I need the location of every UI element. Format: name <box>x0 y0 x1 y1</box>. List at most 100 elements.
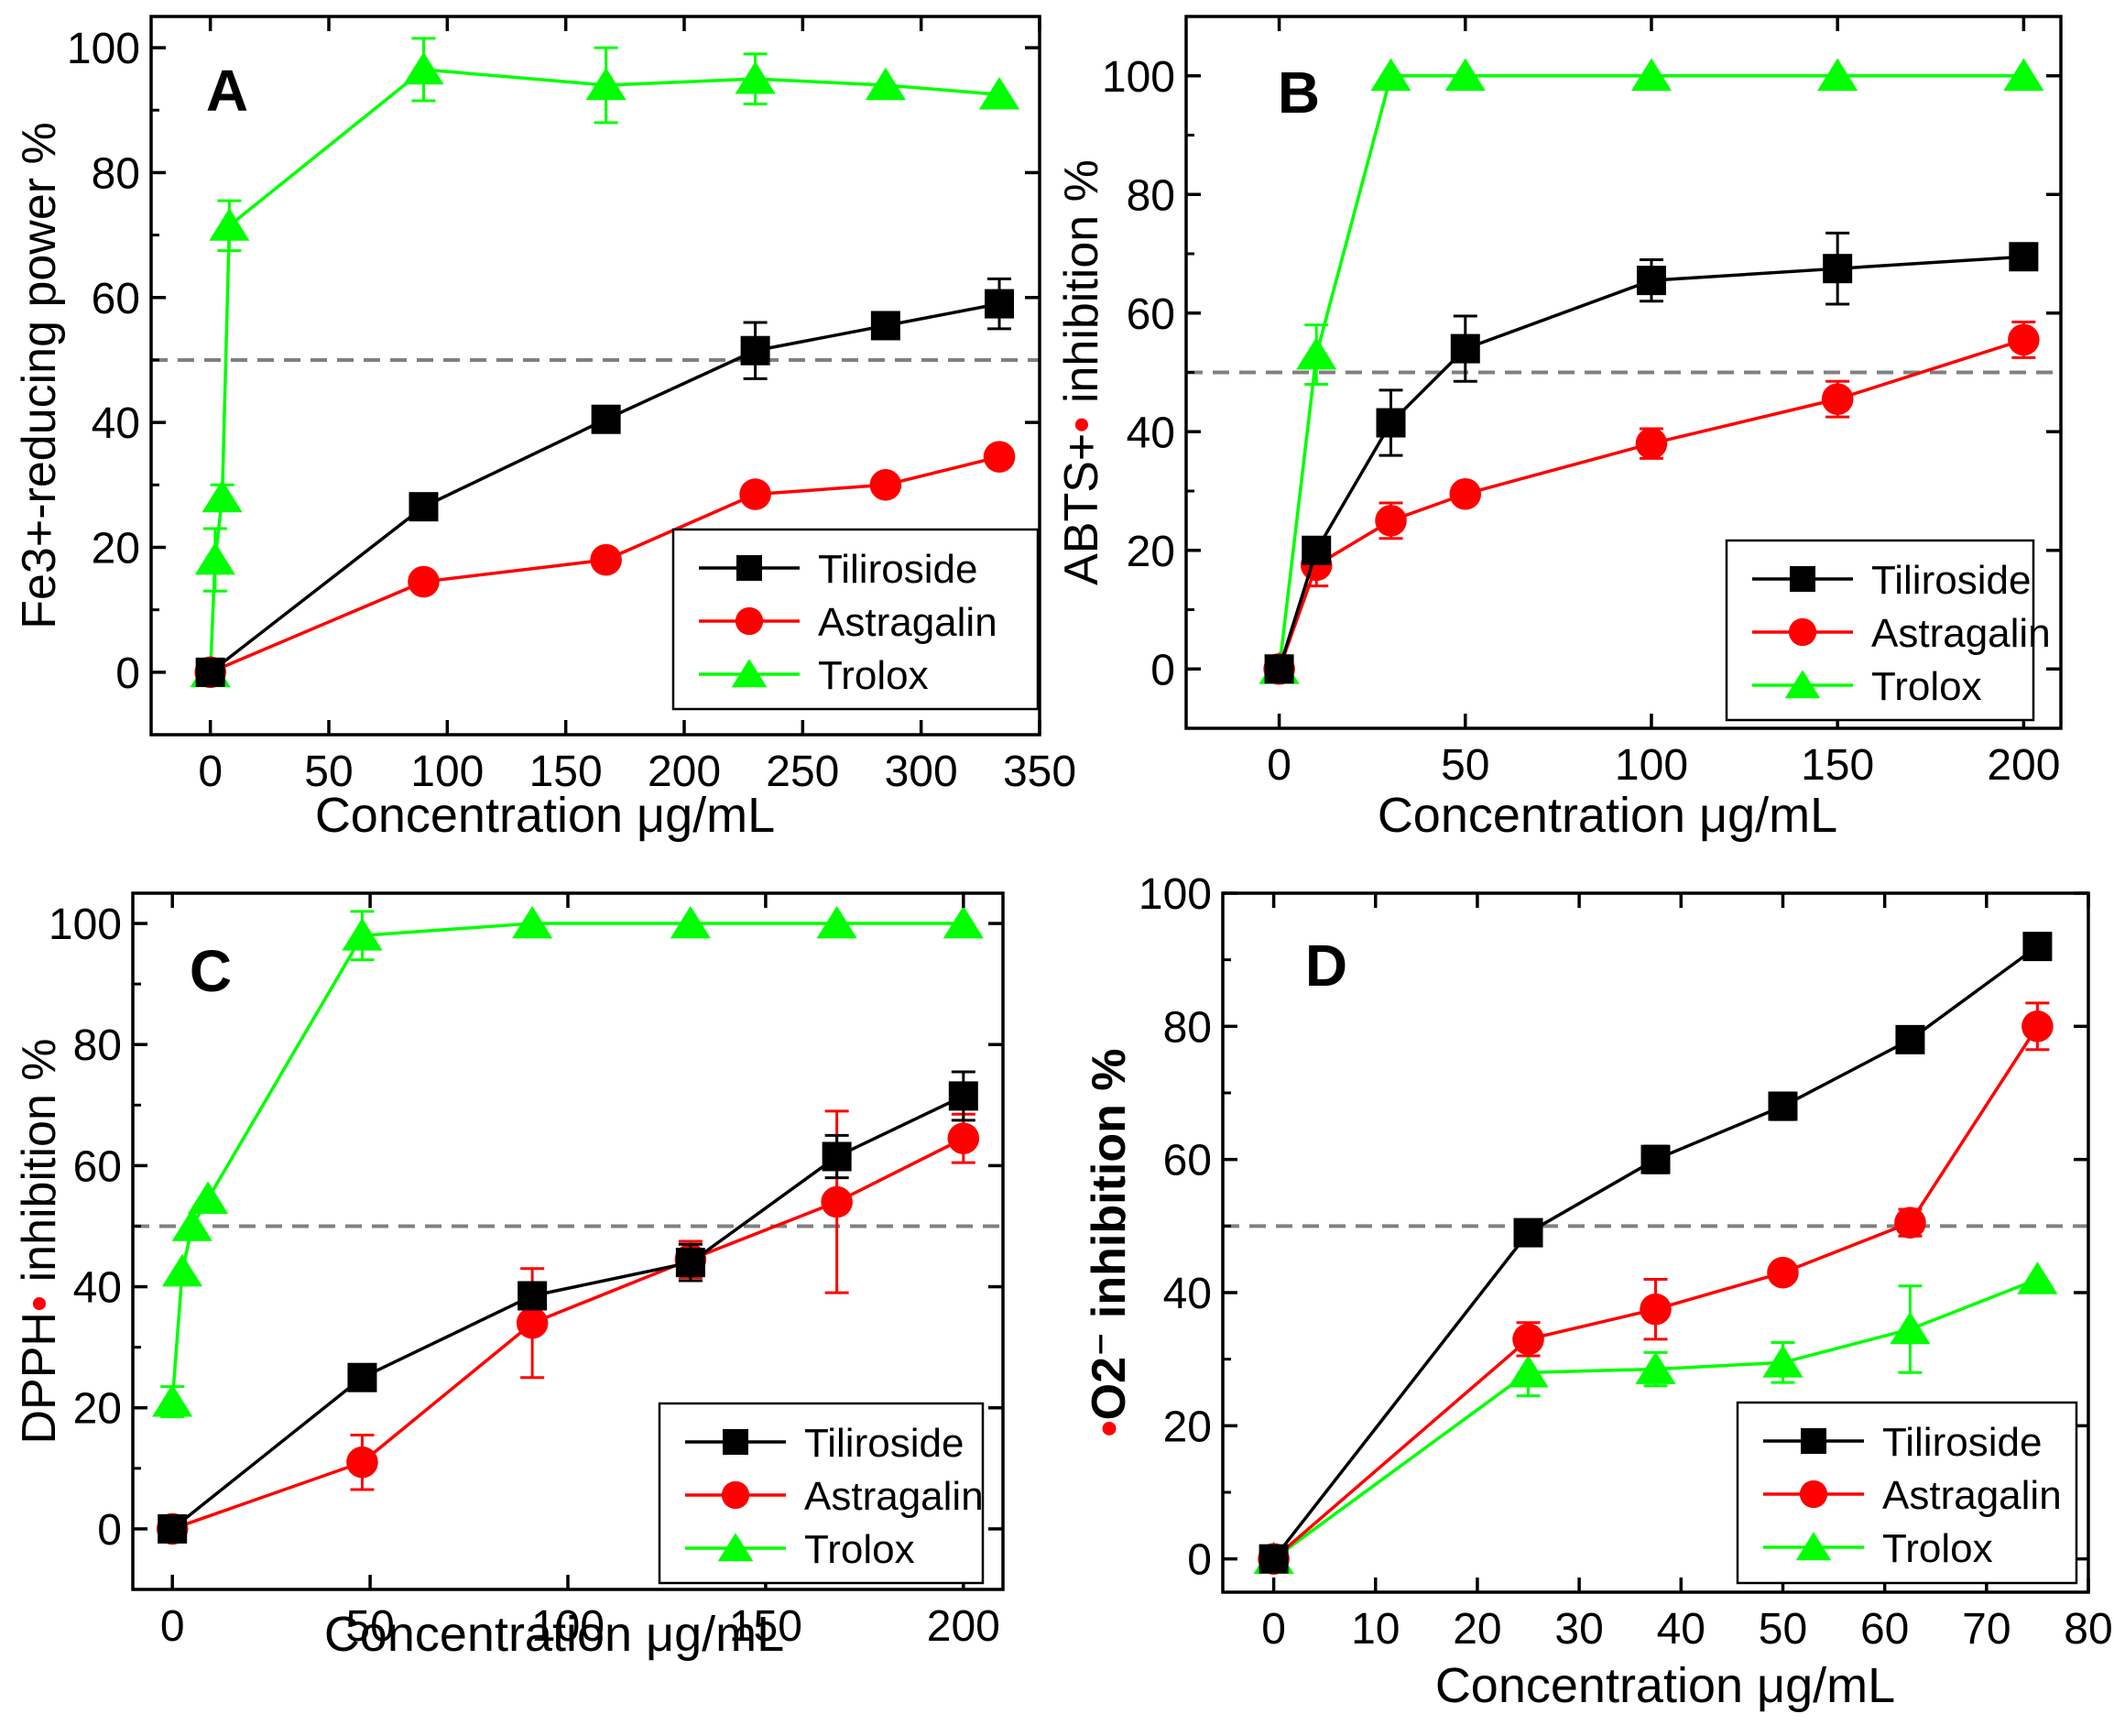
legend-marker-tiliroside <box>1790 566 1815 592</box>
x-tick-label: 100 <box>531 1602 605 1651</box>
trolox-point <box>670 905 711 939</box>
astragalin-point <box>408 565 440 598</box>
astragalin-point <box>869 469 902 501</box>
trolox-point <box>209 208 250 241</box>
panel-label: B <box>1278 60 1320 126</box>
trolox-point <box>1444 58 1486 92</box>
astragalin-point <box>590 543 622 576</box>
x-tick-label: 0 <box>1267 741 1291 790</box>
y-axis-title: •O2⁻ inhibition % <box>1083 1048 1136 1436</box>
astragalin-point <box>1767 1256 1799 1289</box>
x-tick-label: 30 <box>1554 1605 1603 1654</box>
trolox-point <box>1635 1351 1676 1384</box>
legend-label-trolox: Trolox <box>804 1527 915 1572</box>
y-tick-label: 20 <box>92 524 140 573</box>
astragalin-point <box>983 441 1016 473</box>
trolox-point <box>152 1383 193 1417</box>
tiliroside-point <box>1302 535 1332 565</box>
tiliroside-point <box>985 289 1015 319</box>
tiliroside-series-line <box>171 1094 964 1531</box>
tiliroside-series-line <box>209 301 1000 674</box>
x-tick-label: 200 <box>1987 741 2060 790</box>
trolox-point <box>978 77 1020 110</box>
astragalin-point <box>2021 1010 2054 1043</box>
y-tick-label: 0 <box>115 650 140 698</box>
astragalin-point <box>1821 383 1854 415</box>
tiliroside-series-line <box>1272 944 2039 1560</box>
astragalin-point <box>516 1306 549 1339</box>
trolox-point <box>585 67 627 101</box>
astragalin-point <box>1640 1293 1672 1326</box>
y-tick-label: 0 <box>1187 1536 1212 1585</box>
trolox-point <box>2017 1261 2058 1294</box>
y-tick-label: 60 <box>92 275 140 323</box>
astragalin-point <box>947 1122 980 1154</box>
y-axis-title-part: O2⁻ inhibition % <box>1083 1048 1136 1420</box>
x-tick-label: 0 <box>1261 1605 1286 1654</box>
y-tick-label: 100 <box>49 901 122 949</box>
plot-frame <box>149 15 1041 737</box>
y-tick-label: 20 <box>73 1385 122 1434</box>
trolox-point <box>2003 58 2044 92</box>
legend-marker-tiliroside <box>723 1429 748 1455</box>
legend-marker-trolox <box>731 659 768 688</box>
x-tick-label: 50 <box>304 748 353 796</box>
tiliroside-point <box>158 1513 188 1544</box>
panel-label: A <box>206 58 248 124</box>
tiliroside-point <box>1450 333 1480 364</box>
trolox-point <box>187 1181 229 1215</box>
tiliroside-point <box>518 1281 548 1311</box>
tiliroside-point <box>1823 254 1853 284</box>
trolox-point <box>816 905 857 939</box>
legend-label-tiliroside: Tiliroside <box>818 547 977 592</box>
legend-label-tiliroside: Tiliroside <box>804 1421 964 1466</box>
trolox-point <box>171 1208 212 1241</box>
tiliroside-point <box>870 311 900 341</box>
astragalin-point <box>2008 323 2040 356</box>
astragalin-point <box>1635 427 1668 460</box>
legend-label-tiliroside: Tiliroside <box>1882 1420 2042 1465</box>
panel-c: 0 50 100 150 200 0 20 40 60 80 100 C Concentration μ… <box>13 891 1005 1662</box>
legend-label-tiliroside: Tiliroside <box>1871 558 2031 603</box>
tiliroside-point <box>822 1141 852 1172</box>
x-tick-label: 150 <box>529 748 603 796</box>
panel-label: C <box>190 938 232 1004</box>
y-tick-label: 100 <box>1102 53 1175 102</box>
trolox-point <box>1508 1355 1549 1388</box>
tiliroside-point <box>591 404 621 434</box>
trolox-point <box>1817 58 1858 92</box>
x-axis-title: Concentration μg/mL <box>315 788 775 843</box>
panel-label: D <box>1305 933 1347 999</box>
trolox-point <box>202 479 243 513</box>
legend-label-trolox: Trolox <box>1882 1526 1993 1571</box>
tiliroside-point <box>347 1362 377 1392</box>
trolox-point <box>1630 58 1673 92</box>
panel-a: 0 50 100 150 200 250 300 350 0 20 40 60 80 100 A Concen… <box>13 15 1076 843</box>
tiliroside-point <box>1264 654 1294 684</box>
tiliroside-point <box>1513 1217 1543 1248</box>
trolox-point <box>1370 58 1411 92</box>
astragalin-point <box>1894 1206 1926 1239</box>
x-tick-label: 100 <box>1615 741 1688 790</box>
legend-marker-astragalin <box>721 1480 750 1510</box>
y-tick-label: 60 <box>73 1142 122 1191</box>
legend-marker-trolox <box>717 1533 754 1562</box>
x-axis-title: Concentration μg/mL <box>1378 788 1837 843</box>
y-tick-label: 60 <box>1127 290 1175 339</box>
y-tick-label: 0 <box>97 1506 122 1555</box>
legend-marker-trolox <box>1784 670 1821 699</box>
tiliroside-point <box>195 657 225 687</box>
y-tick-label: 20 <box>1163 1403 1212 1451</box>
trolox-point <box>1296 336 1337 370</box>
y-tick-label: 80 <box>1163 1003 1212 1052</box>
y-tick-label: 0 <box>1150 646 1175 694</box>
y-axis-title: ABTS+• inhibition % <box>1055 159 1108 585</box>
astragalin-point <box>1375 505 1407 537</box>
legend-box <box>1725 539 2035 722</box>
y-tick-label: 40 <box>73 1264 122 1313</box>
y-tick-label: 80 <box>73 1021 122 1070</box>
tiliroside-point <box>2022 932 2053 962</box>
tiliroside-point <box>1895 1024 1925 1054</box>
legend-label-trolox: Trolox <box>818 653 929 698</box>
